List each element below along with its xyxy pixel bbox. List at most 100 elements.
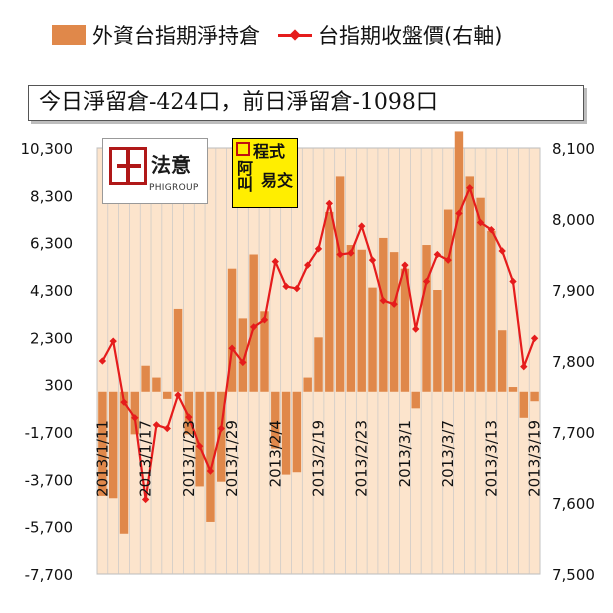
price-point: [358, 222, 366, 230]
position-bar: [508, 387, 518, 392]
position-summary-box: 今日淨留倉-424口，前日淨留倉-1098口: [28, 85, 584, 121]
price-point: [401, 261, 409, 269]
position-bar: [465, 176, 474, 392]
left-axis-tick-label: 300: [44, 377, 73, 395]
left-axis-tick-label: 10,300: [21, 140, 74, 158]
x-axis-tick-label: 2013/3/19: [526, 420, 544, 497]
x-axis-tick-label: 2013/3/7: [439, 420, 457, 487]
position-bar: [379, 237, 388, 392]
logo-glyphs-left: 阿叫: [237, 159, 254, 194]
logo-glyphs-top: 程式: [253, 142, 286, 161]
position-bar: [108, 391, 118, 499]
right-axis-tick-label: 7,700: [552, 424, 595, 442]
logo-glyphs-bottom: 易交: [261, 171, 294, 190]
left-axis-tick-label: 4,300: [30, 282, 73, 300]
left-axis-tick-label: 2,300: [30, 329, 73, 347]
price-point: [412, 325, 420, 333]
x-axis-tick-label: 2013/2/4: [266, 420, 284, 487]
price-point: [520, 363, 528, 371]
x-axis-tick-label: 2013/3/13: [482, 420, 500, 497]
price-point: [347, 249, 355, 257]
position-bar: [206, 391, 215, 522]
left-axis-tick-label: -1,700: [25, 424, 73, 442]
position-bar: [260, 311, 269, 392]
position-bar: [227, 268, 237, 392]
position-bar: [303, 377, 312, 392]
position-bar: [325, 211, 334, 392]
position-bar: [368, 287, 377, 392]
position-bar: [130, 391, 140, 435]
position-bar: [487, 230, 496, 392]
left-axis-tick-label: 6,300: [30, 235, 73, 253]
price-point: [379, 296, 388, 305]
x-axis-ticks: 2013/1/11 2013/1/17 2013/1/23 2013/1/29 2013…: [93, 420, 543, 497]
position-bar: [271, 391, 280, 449]
position-bar: [497, 330, 507, 392]
right-axis-ticks: 7,500 7,600 7,700 7,800 7,900 8,000 8,100: [552, 140, 595, 584]
position-bar: [476, 197, 485, 392]
position-bar: [292, 391, 302, 473]
position-bar: [422, 245, 431, 392]
position-bar: [141, 365, 150, 392]
price-point: [98, 357, 107, 365]
price-point: [282, 282, 290, 291]
x-axis-tick-label: 2013/1/23: [180, 420, 198, 497]
position-bar: [389, 252, 399, 392]
left-axis-ticks: -7,700 -5,700 -3,700 -1,700 300 2,300 4,300 6,3…: [21, 140, 74, 584]
position-bar: [411, 391, 420, 409]
position-bar: [357, 249, 366, 392]
phigroup-logo: 法意 PHIGROUP: [102, 138, 208, 204]
position-bar: [400, 268, 410, 392]
price-point: [304, 261, 312, 269]
legend-line-swatch: [278, 25, 312, 45]
position-bar: [195, 391, 204, 487]
price-point: [195, 442, 204, 450]
price-point: [152, 421, 161, 429]
right-axis-tick-label: 8,100: [552, 140, 595, 158]
price-point: [163, 424, 171, 433]
close-price-line: [98, 184, 539, 504]
price-point: [228, 344, 236, 352]
phigroup-logo-cn: 法意: [151, 153, 191, 177]
right-axis-tick-label: 7,500: [552, 566, 595, 584]
price-point: [422, 277, 431, 286]
x-axis-tick-label: 2013/2/23: [353, 420, 371, 497]
x-axis-tick-label: 2013/3/1: [396, 420, 414, 487]
right-axis-tick-label: 7,800: [552, 353, 595, 371]
position-bar: [163, 391, 172, 399]
left-axis-tick-label: -7,700: [25, 566, 73, 584]
phigroup-mark-icon: [109, 147, 147, 185]
legend-bar-label: 外資台指期淨持倉: [92, 24, 260, 48]
chart-legend: 外資台指期淨持倉 台指期收盤價(右軸): [52, 20, 502, 50]
price-point: [293, 284, 301, 293]
x-axis-tick-label: 2013/1/29: [223, 420, 241, 497]
left-axis-tick-label: -3,700: [25, 471, 73, 489]
position-summary-text: 今日淨留倉-424口，前日淨留倉-1098口: [39, 90, 438, 115]
position-bar: [249, 254, 258, 392]
price-point: [433, 250, 442, 259]
price-point: [325, 199, 333, 208]
legend-bar-swatch: [52, 25, 86, 45]
position-bar: [433, 290, 442, 392]
x-axis-tick-label: 2013/2/19: [310, 420, 328, 497]
position-bar: [335, 176, 345, 392]
price-point: [185, 413, 193, 421]
price-point: [444, 256, 452, 264]
phigroup-logo-en: PHIGROUP: [149, 183, 199, 193]
price-point: [314, 245, 323, 253]
position-bar: [152, 377, 161, 392]
right-axis-tick-label: 8,000: [552, 211, 595, 229]
price-point: [336, 250, 344, 259]
position-bar: [217, 391, 226, 482]
gridlines: [96, 148, 541, 574]
position-bar: [184, 391, 194, 435]
position-bar: [443, 209, 453, 392]
price-point: [239, 358, 247, 367]
price-point: [455, 209, 463, 217]
price-point: [368, 256, 377, 264]
right-axis-tick-label: 7,900: [552, 282, 595, 300]
legend-line-label: 台指期收盤價(右軸): [318, 24, 503, 48]
price-point: [271, 257, 279, 266]
position-bar: [238, 318, 248, 392]
x-axis-tick-label: 2013/1/11: [93, 420, 111, 497]
